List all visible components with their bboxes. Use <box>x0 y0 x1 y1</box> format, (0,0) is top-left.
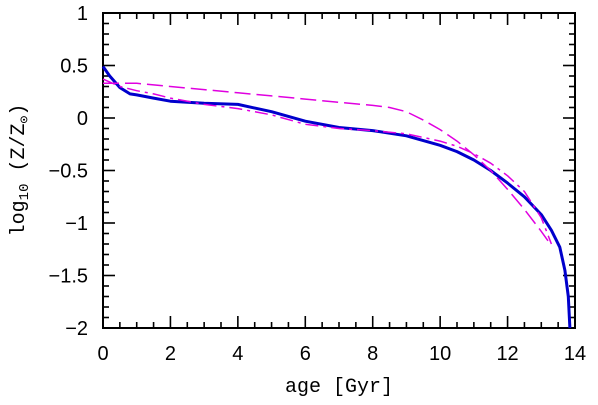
x-tick-label: 14 <box>564 343 586 365</box>
x-tick-labels: 0 2 4 6 8 10 12 14 <box>97 343 586 365</box>
plot-frame <box>102 12 576 329</box>
series-line-solid <box>101 65 572 329</box>
y-axis-label-log: log <box>8 200 31 236</box>
y-axis-label: log10 (Z/Z⊙) <box>8 104 33 237</box>
sun-symbol: ⊙ <box>17 116 32 124</box>
y-axis-label-quantity: (Z/Z <box>8 124 31 184</box>
y-axis-label-close: ) <box>8 104 31 116</box>
axis-ticks <box>102 12 576 329</box>
series-group <box>101 65 572 329</box>
y-tick-label: 0.5 <box>60 56 88 78</box>
x-tick-label: 6 <box>300 343 311 365</box>
y-tick-label: −0.5 <box>49 161 88 183</box>
x-tick-label: 2 <box>165 343 176 365</box>
y-tick-label: −2 <box>65 318 88 340</box>
x-tick-label: 10 <box>429 343 451 365</box>
x-tick-label: 4 <box>232 343 243 365</box>
y-tick-label: −1.5 <box>49 266 88 288</box>
y-tick-label: −1 <box>65 213 88 235</box>
x-tick-label: 8 <box>367 343 378 365</box>
x-axis-label: age [Gyr] <box>285 376 393 399</box>
series-line-dashdot <box>102 78 553 245</box>
x-tick-label: 0 <box>97 343 108 365</box>
series-line-dashed <box>103 82 549 242</box>
y-tick-labels: 1 0.5 0 −0.5 −1 −1.5 −2 <box>49 3 88 340</box>
y-tick-label: 1 <box>77 3 88 25</box>
y-axis-label-subscript: 10 <box>17 184 33 201</box>
x-tick-label: 12 <box>496 343 518 365</box>
y-tick-label: 0 <box>77 108 88 130</box>
